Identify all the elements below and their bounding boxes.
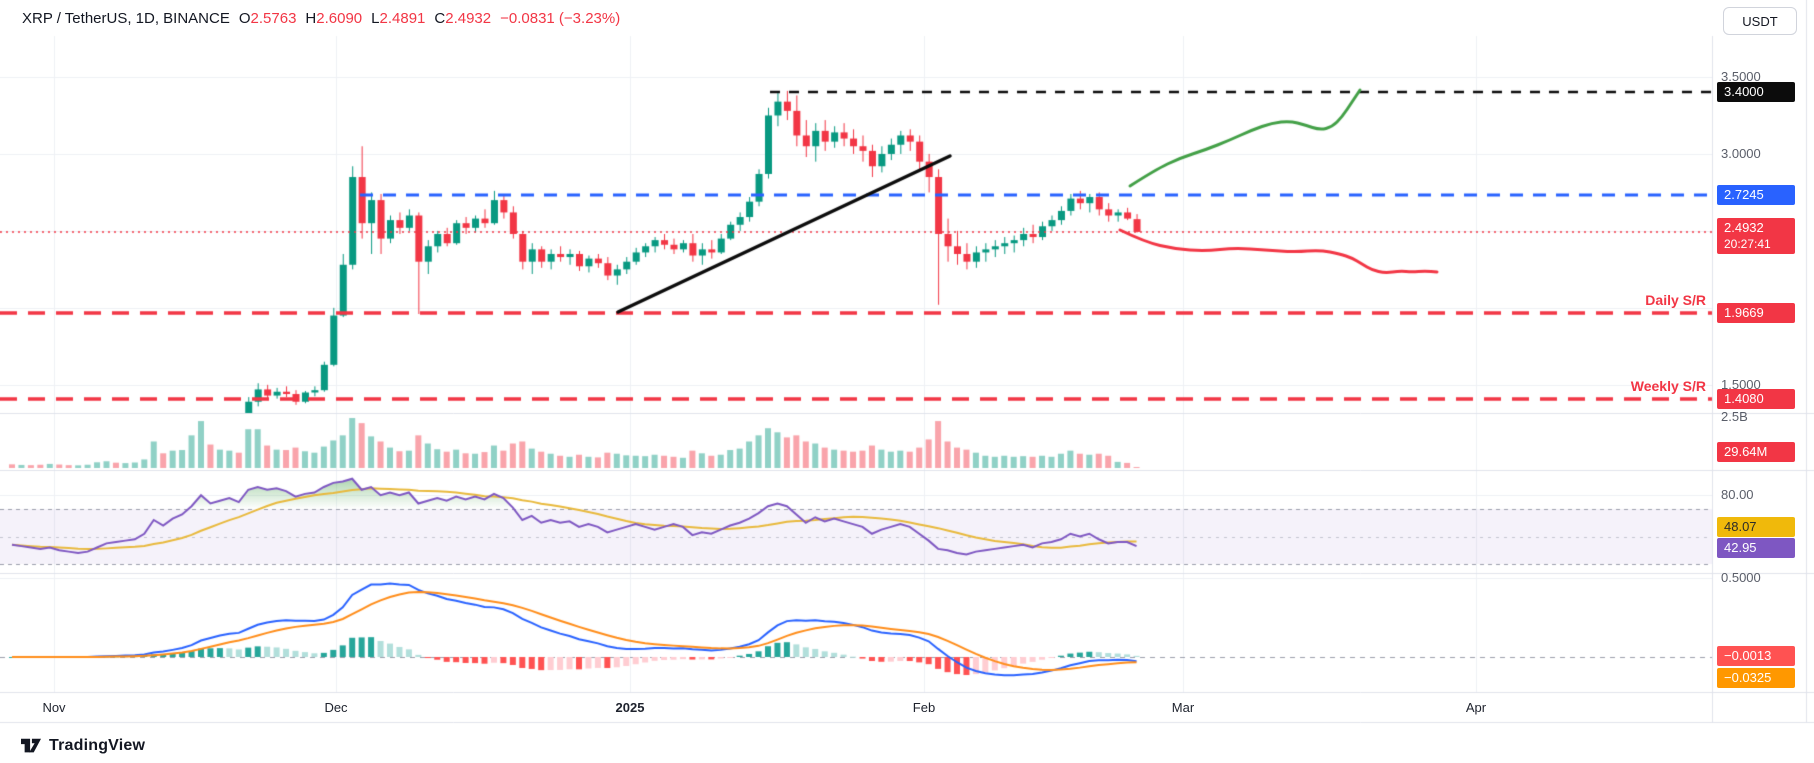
last-price-chip: 2.4932 20:27:41 (1717, 218, 1795, 254)
time-tick-apr[interactable]: Apr (1465, 700, 1487, 715)
rsi-value-chip: 42.95 (1717, 538, 1795, 558)
tradingview-logo-text: TradingView (49, 737, 146, 754)
weekly-sr-label[interactable]: Weekly S/R (1630, 378, 1706, 394)
open-value: 2.5763 (250, 10, 297, 27)
time-tick-nov[interactable]: Nov (42, 700, 66, 715)
price-tick-1-5000: 1.5000 (1721, 377, 1761, 392)
open-label: O (238, 10, 251, 27)
price-tick-3-0000: 3.0000 (1721, 146, 1761, 161)
tradingview-logo[interactable]: TradingView (20, 736, 145, 756)
weekly-sr-price-chip: 1.4080 (1717, 389, 1795, 409)
countdown-timer: 20:27:41 (1724, 237, 1771, 251)
price-tick-3-5000: 3.5000 (1721, 69, 1761, 84)
volume-scale-tick: 2.5B (1721, 409, 1748, 424)
change-value: −0.0831 (−3.23%) (500, 10, 621, 27)
macd-hist-value-chip: −0.0013 (1717, 646, 1795, 666)
currency-toggle-button[interactable]: USDT (1723, 7, 1797, 35)
rsi-ma-value-chip: 48.07 (1717, 517, 1795, 537)
close-label: C (434, 10, 446, 27)
macd-signal-value-chip: −0.0325 (1717, 668, 1795, 688)
low-value: 2.4891 (379, 10, 426, 27)
tradingview-logo-icon (20, 736, 42, 756)
time-tick-dec[interactable]: Dec (324, 700, 348, 715)
daily-sr-price-chip: 1.9669 (1717, 303, 1795, 323)
macd-scale-tick: 0.5000 (1721, 570, 1761, 585)
time-tick-mar[interactable]: Mar (1171, 700, 1195, 715)
volume-value-chip: 29.64M (1717, 442, 1795, 462)
symbol-title[interactable]: XRP / TetherUS, 1D, BINANCE (22, 10, 230, 27)
daily-sr-label[interactable]: Daily S/R (1645, 292, 1706, 308)
symbol-header[interactable]: XRP / TetherUS, 1D, BINANCE O2.5763 H2.6… (22, 10, 620, 27)
rsi-scale-tick: 80.00 (1721, 487, 1754, 502)
high-label: H (305, 10, 317, 27)
time-tick-2025[interactable]: 2025 (615, 700, 645, 715)
time-tick-feb[interactable]: Feb (912, 700, 936, 715)
low-label: L (371, 10, 380, 27)
resistance-price-chip: 3.4000 (1717, 82, 1795, 102)
high-value: 2.6090 (316, 10, 363, 27)
blue-level-price-chip: 2.7245 (1717, 185, 1795, 205)
close-value: 2.4932 (445, 10, 492, 27)
